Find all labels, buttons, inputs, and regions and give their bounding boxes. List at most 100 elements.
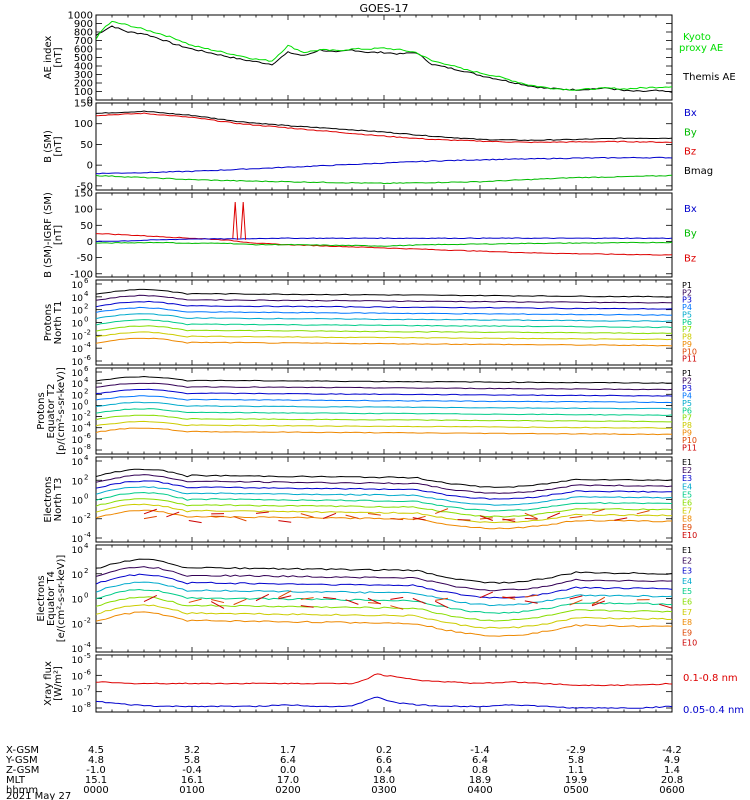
y-tick-label: 10 [72, 380, 84, 390]
legend-entry: 0.05-0.4 nm [683, 705, 744, 716]
flux-segment [524, 512, 538, 520]
legend-entry: Bx [684, 108, 697, 119]
flux-segment [479, 515, 493, 521]
x-tick-label: 0.2 [376, 745, 392, 756]
flux-line [96, 611, 672, 637]
flux-segment [300, 597, 314, 600]
y-axis-label: Protons [36, 392, 47, 429]
flux-line [96, 300, 672, 310]
legend-entry: P3 [682, 296, 692, 305]
flux-segment [659, 603, 672, 609]
y-tick-label: 10 [72, 497, 84, 507]
series-group [96, 288, 672, 347]
y-tick-exponent: 0 [84, 493, 88, 501]
flux-segment [524, 600, 538, 604]
legend-entry: E6 [682, 499, 692, 508]
flux-line [96, 395, 672, 404]
y-tick-label: 150 [74, 189, 93, 200]
flux-line [96, 288, 672, 298]
x-row-label: Y-GSM [5, 755, 38, 766]
y-tick-label: 10 [72, 645, 84, 655]
y-tick-label: 10 [72, 294, 84, 304]
flux-line [96, 382, 672, 391]
flux-line [96, 306, 672, 316]
y-tick-label: 10 [72, 391, 84, 401]
legend-entry: Bx [684, 204, 697, 215]
y-tick-label: 100 [74, 87, 93, 98]
y-tick-label: 600 [74, 45, 93, 56]
flux-segment [345, 514, 359, 519]
flux-segment [569, 595, 583, 600]
flux-line [96, 566, 672, 592]
y-tick-exponent: 2 [84, 567, 88, 575]
legend-entry: E3 [682, 474, 692, 483]
flux-segment [278, 595, 292, 600]
legend-entry: E8 [682, 515, 692, 524]
legend-entry: 0.1-0.8 nm [683, 673, 738, 684]
legend-entry: P6 [682, 318, 692, 327]
flux-segment [300, 605, 314, 608]
legend-entry: By [684, 229, 697, 240]
legend-entry: P9 [682, 429, 692, 438]
flux-line [96, 401, 672, 410]
y-tick-label: 400 [74, 62, 93, 73]
series-group [96, 558, 672, 637]
x-tick-label: 4.9 [664, 755, 680, 766]
y-tick-exponent: -4 [84, 641, 92, 649]
y-axis-label: [p/(cm²-s-sr-keV)] [56, 367, 67, 455]
x-tick-label: 20.8 [661, 775, 683, 786]
y-tick-exponent: 4 [84, 542, 89, 550]
flux-segment [591, 600, 605, 607]
series-line [96, 673, 672, 687]
y-tick-exponent: -4 [84, 531, 92, 539]
x-tick-label: 0.0 [280, 765, 296, 776]
y-tick-exponent: 0 [84, 316, 88, 324]
y-tick-exponent: 2 [84, 387, 88, 395]
x-row-label: Z-GSM [6, 765, 39, 776]
x-tick-label: 5.8 [568, 755, 584, 766]
series-line [96, 241, 672, 247]
y-tick-label: 10 [72, 425, 84, 435]
flux-segment [390, 605, 404, 610]
series-line [96, 237, 672, 243]
x-tick-label: 0100 [179, 785, 204, 796]
y-axis-label: Electrons [36, 575, 47, 621]
x-tick-label: 0000 [83, 785, 108, 796]
y-axis-label: B (SM)-IGRF (SM) [43, 192, 54, 278]
series-line [96, 112, 672, 144]
flux-segment [188, 598, 202, 603]
legend-entry: E9 [682, 628, 692, 637]
panel-frame [95, 544, 673, 653]
flux-segment [278, 520, 292, 523]
flux-segment [390, 596, 404, 600]
x-tick-label: 4.5 [88, 745, 104, 756]
y-axis-label: Equator T4 [46, 571, 57, 626]
flux-segment [614, 517, 628, 521]
y-tick-exponent: -2 [84, 328, 91, 336]
flux-segment [345, 599, 359, 605]
flux-line [96, 420, 672, 429]
y-tick-label: 10 [72, 369, 84, 379]
legend-entry: P2 [682, 376, 692, 385]
spike-line [240, 202, 247, 240]
y-tick-exponent: 4 [84, 376, 89, 384]
x-tick-label: 18.9 [469, 775, 491, 786]
y-tick-label: 100 [74, 205, 93, 216]
flux-segment [300, 513, 314, 518]
legend-entry: E9 [682, 523, 692, 532]
y-tick-label: 10 [72, 672, 84, 682]
y-axis-label: Equator T2 [46, 384, 57, 439]
y-axis-label: [nT] [53, 136, 64, 156]
y-tick-exponent: -2 [84, 410, 91, 418]
x-tick-label: 18.0 [373, 775, 395, 786]
y-tick-label: 10 [72, 320, 84, 330]
y-tick-label: 700 [74, 36, 93, 47]
flux-line [96, 486, 672, 506]
y-tick-exponent: -2 [84, 616, 91, 624]
flux-segment [569, 599, 583, 606]
legend-entry: P6 [682, 406, 692, 415]
flux-line [96, 414, 672, 423]
flux-segment [367, 597, 382, 605]
